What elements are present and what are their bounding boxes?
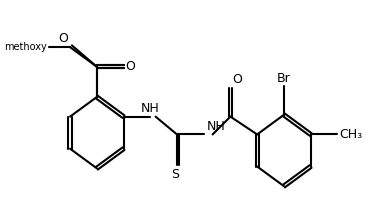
Text: O: O <box>58 32 68 45</box>
Text: O: O <box>125 60 135 73</box>
Text: Br: Br <box>277 72 291 85</box>
Text: CH₃: CH₃ <box>339 128 362 141</box>
Text: NH: NH <box>207 120 225 133</box>
Text: methoxy: methoxy <box>4 42 47 52</box>
Text: S: S <box>171 168 179 181</box>
Text: NH: NH <box>141 102 160 115</box>
Text: O: O <box>232 73 242 86</box>
